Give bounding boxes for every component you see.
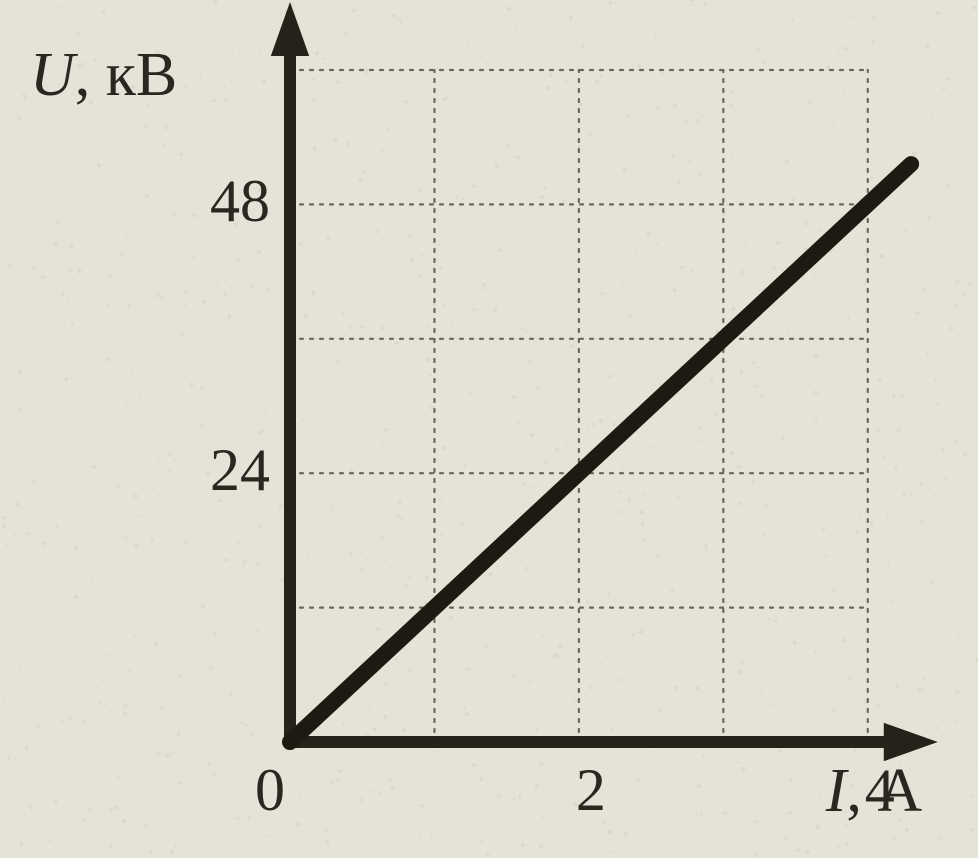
x-axis-label: I, А	[826, 756, 922, 827]
chart-svg	[0, 0, 978, 858]
chart-container: 2448024U, кВI, А	[0, 0, 978, 858]
y-tick-48: 48	[160, 167, 270, 236]
x-tick-2: 2	[561, 756, 621, 825]
x-tick-0: 0	[240, 756, 300, 825]
y-tick-24: 24	[160, 436, 270, 505]
y-axis-label: U, кВ	[30, 40, 177, 111]
